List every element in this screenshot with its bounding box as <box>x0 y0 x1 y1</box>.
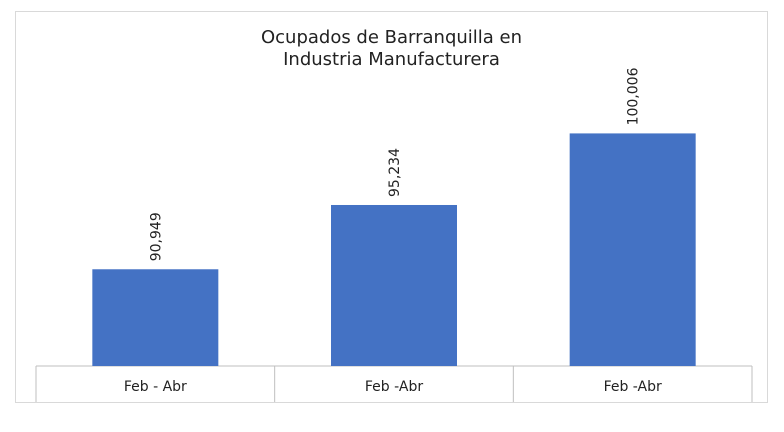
x-tick-label: Feb -Abr <box>365 379 423 395</box>
data-label: 95,234 <box>387 148 403 197</box>
bar <box>331 204 457 366</box>
data-label: 90,949 <box>148 212 164 261</box>
x-tick-label: Feb -Abr <box>604 379 662 395</box>
data-label: 100,006 <box>626 67 642 125</box>
bar <box>569 133 696 366</box>
chart-title-line-1: Ocupados de Barranquilla en <box>260 27 523 48</box>
bar <box>92 269 219 366</box>
x-tick-label: Feb - Abr <box>124 379 187 395</box>
chart-title-line-2: Industria Manufacturera <box>283 49 500 70</box>
chart-title: Ocupados de Barranquilla en Industria Ma… <box>15 27 768 71</box>
